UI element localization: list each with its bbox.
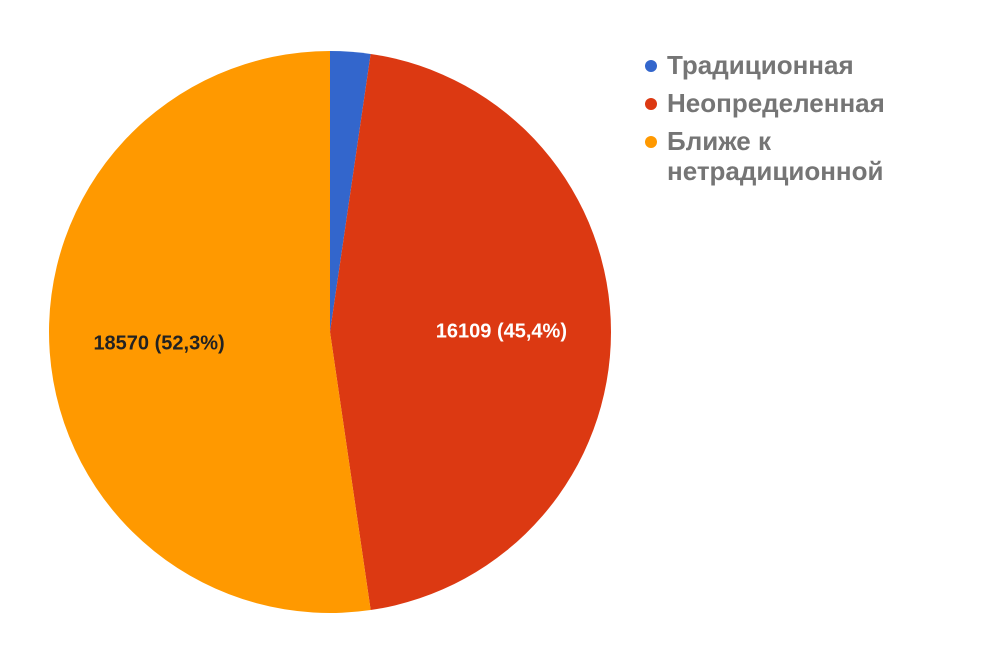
legend-marker [645,98,657,110]
legend-item: Традиционная [645,50,905,80]
pie-slice [330,51,371,332]
legend-label: Ближе к нетрадиционной [667,126,884,186]
pie-slice [48,51,371,614]
slice-label: 16109 (45,4%) [436,320,567,342]
slice-label: 18570 (52,3%) [93,333,224,355]
legend-marker [645,136,657,148]
legend-item: Ближе к нетрадиционной [645,126,905,186]
legend-label: Традиционная [667,50,854,80]
legend-marker [645,60,657,72]
legend: Традиционная Неопределенная Ближе к нетрад… [645,50,905,194]
pie-slice [330,53,611,611]
legend-label: Неопределенная [667,88,885,118]
legend-item: Неопределенная [645,88,905,118]
